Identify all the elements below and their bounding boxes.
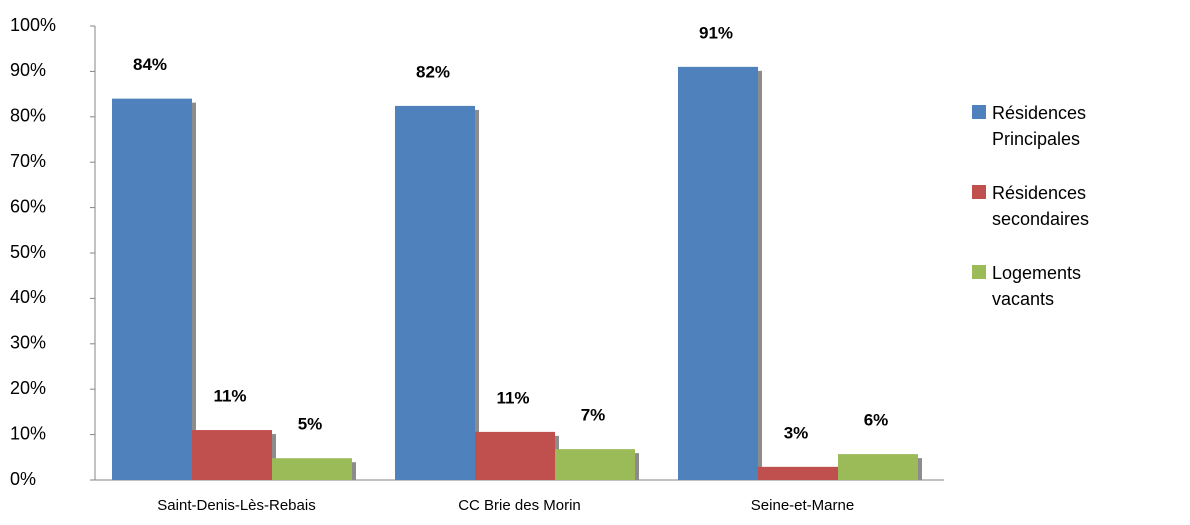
value-label: 82% <box>416 62 450 81</box>
bar <box>272 458 352 480</box>
legend-swatch <box>972 185 986 199</box>
x-tick-label: CC Brie des Morin <box>458 497 581 514</box>
value-label: 7% <box>581 406 606 425</box>
bar <box>678 66 758 481</box>
bar <box>112 98 192 480</box>
value-label: 11% <box>496 388 529 407</box>
legend-label: Résidences secondaires <box>992 183 1090 229</box>
bar <box>395 105 475 481</box>
y-tick-label: 20% <box>10 378 46 398</box>
bar-shadow <box>192 102 196 480</box>
y-tick-label: 90% <box>10 60 46 80</box>
value-label: 91% <box>699 23 733 42</box>
x-tick-label: Saint-Denis-Lès-Rebais <box>157 497 315 514</box>
bar-shadow <box>758 70 762 481</box>
y-tick-label: 10% <box>10 423 46 443</box>
bar-shadow <box>475 109 479 481</box>
legend-label: Logements vacants <box>992 263 1082 309</box>
y-tick-label: 40% <box>10 287 46 307</box>
x-tick-label: Seine-et-Marne <box>751 497 854 514</box>
bar-shadow <box>635 453 639 480</box>
legend-item: Résidences Principales <box>972 100 1182 152</box>
value-label: 6% <box>864 411 889 430</box>
legend: Résidences Principales Résidences seconda… <box>972 100 1182 340</box>
y-tick-label: 50% <box>10 242 46 262</box>
legend-swatch <box>972 265 986 279</box>
value-label: 11% <box>213 387 246 406</box>
y-tick-label: 60% <box>10 196 46 216</box>
bar-shadow <box>272 434 276 480</box>
legend-item: Résidences secondaires <box>972 180 1182 232</box>
bar-shadow <box>352 462 356 480</box>
bar <box>192 430 272 480</box>
y-tick-label: 70% <box>10 151 46 171</box>
y-tick-label: 100% <box>10 15 56 35</box>
y-tick-label: 0% <box>10 469 36 489</box>
bar <box>838 454 918 480</box>
y-tick-label: 80% <box>10 106 46 126</box>
y-tick-label: 30% <box>10 333 46 353</box>
legend-swatch <box>972 105 986 119</box>
bar <box>555 449 635 480</box>
legend-label: Résidences Principales <box>992 103 1087 149</box>
value-label: 5% <box>298 415 323 434</box>
legend-item: Logements vacants <box>972 260 1182 312</box>
value-label: 3% <box>784 423 809 442</box>
bar-shadow <box>918 458 922 480</box>
value-label: 84% <box>133 55 167 74</box>
bar <box>475 431 555 480</box>
bar <box>758 466 838 480</box>
